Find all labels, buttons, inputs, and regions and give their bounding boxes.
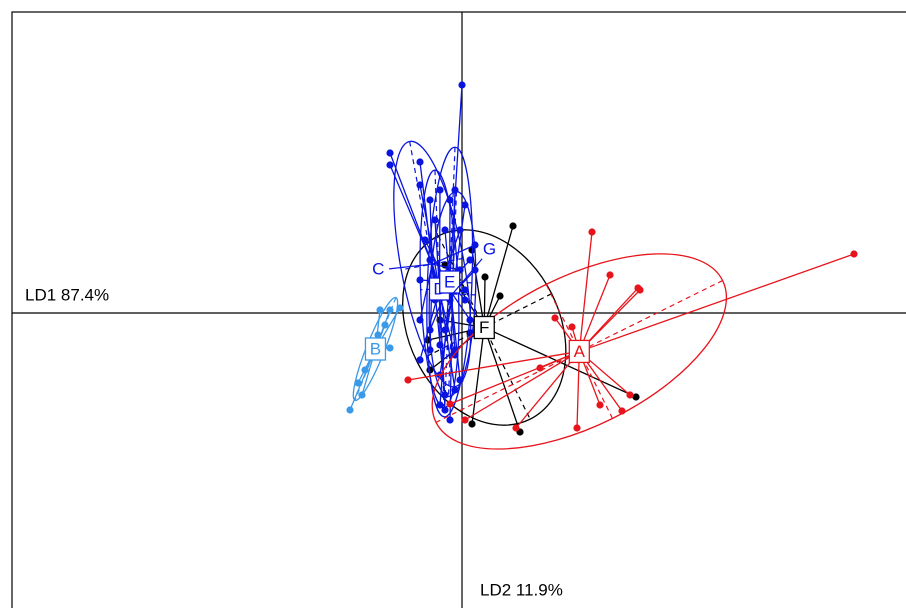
star-line [451, 293, 471, 321]
point [458, 81, 466, 89]
point [386, 161, 394, 169]
point [436, 186, 444, 194]
point [346, 406, 354, 414]
point [606, 271, 614, 279]
point [461, 296, 469, 304]
frame [11, 11, 906, 608]
point [850, 250, 858, 258]
point [386, 344, 394, 352]
label-box [439, 270, 461, 294]
point [496, 292, 504, 300]
point [568, 323, 576, 331]
star-line [449, 84, 463, 283]
point [536, 364, 544, 372]
star-line [439, 293, 454, 376]
point [632, 393, 640, 401]
point [461, 416, 469, 424]
point [588, 228, 596, 236]
point [468, 420, 476, 428]
star-line [579, 253, 855, 353]
point [421, 236, 429, 244]
point [461, 201, 469, 209]
group [402, 222, 640, 436]
y-axis-label: LD2 11.9% [480, 580, 563, 599]
point [596, 401, 604, 409]
x-axis-label: LD1 87.4% [25, 285, 109, 304]
point [446, 416, 454, 424]
point [354, 379, 362, 387]
point [466, 256, 474, 264]
group-label: E [444, 272, 455, 291]
point [461, 286, 469, 294]
group [404, 228, 858, 450]
star-line [471, 327, 485, 425]
point [512, 424, 520, 432]
star-line [578, 274, 611, 352]
label-box [568, 339, 590, 364]
point [416, 181, 424, 189]
group-label: A [574, 342, 586, 361]
point [386, 149, 394, 157]
point [426, 196, 434, 204]
point [416, 356, 424, 364]
point [481, 273, 489, 281]
point [466, 316, 474, 324]
point [626, 391, 634, 399]
group-label: B [370, 339, 381, 358]
point [381, 321, 389, 329]
point [431, 216, 439, 224]
star-line [449, 293, 454, 421]
star-line [576, 351, 580, 429]
label-box [473, 315, 495, 340]
star-line [464, 350, 580, 421]
point [436, 341, 444, 349]
group-label: G [483, 239, 496, 258]
star-line [407, 350, 580, 381]
group-label: F [479, 318, 489, 337]
star-line [578, 231, 593, 352]
star-line [389, 152, 433, 265]
point [436, 401, 444, 409]
point [471, 266, 479, 274]
point [416, 276, 424, 284]
point [441, 226, 449, 234]
label-leader [452, 258, 483, 295]
point [451, 386, 459, 394]
label-leader [389, 263, 433, 270]
point [618, 407, 626, 415]
point [636, 286, 644, 294]
star-line [449, 350, 580, 405]
point [404, 376, 412, 384]
star-line [515, 351, 580, 429]
point [446, 400, 454, 408]
point [456, 226, 464, 234]
point [441, 326, 449, 334]
point [386, 306, 394, 314]
point [416, 158, 424, 166]
star-line [483, 225, 514, 328]
point [573, 424, 581, 432]
point [374, 331, 382, 339]
star-line [438, 288, 446, 411]
star-line [483, 327, 521, 433]
label-box [364, 337, 387, 361]
point [551, 314, 559, 322]
star-line [419, 161, 433, 265]
point [358, 391, 366, 399]
point [451, 186, 459, 194]
point [376, 306, 384, 314]
point [396, 304, 404, 312]
star-line [389, 164, 433, 265]
group-label: C [372, 260, 384, 279]
point [509, 222, 517, 230]
star-line [471, 249, 485, 328]
point [361, 366, 369, 374]
